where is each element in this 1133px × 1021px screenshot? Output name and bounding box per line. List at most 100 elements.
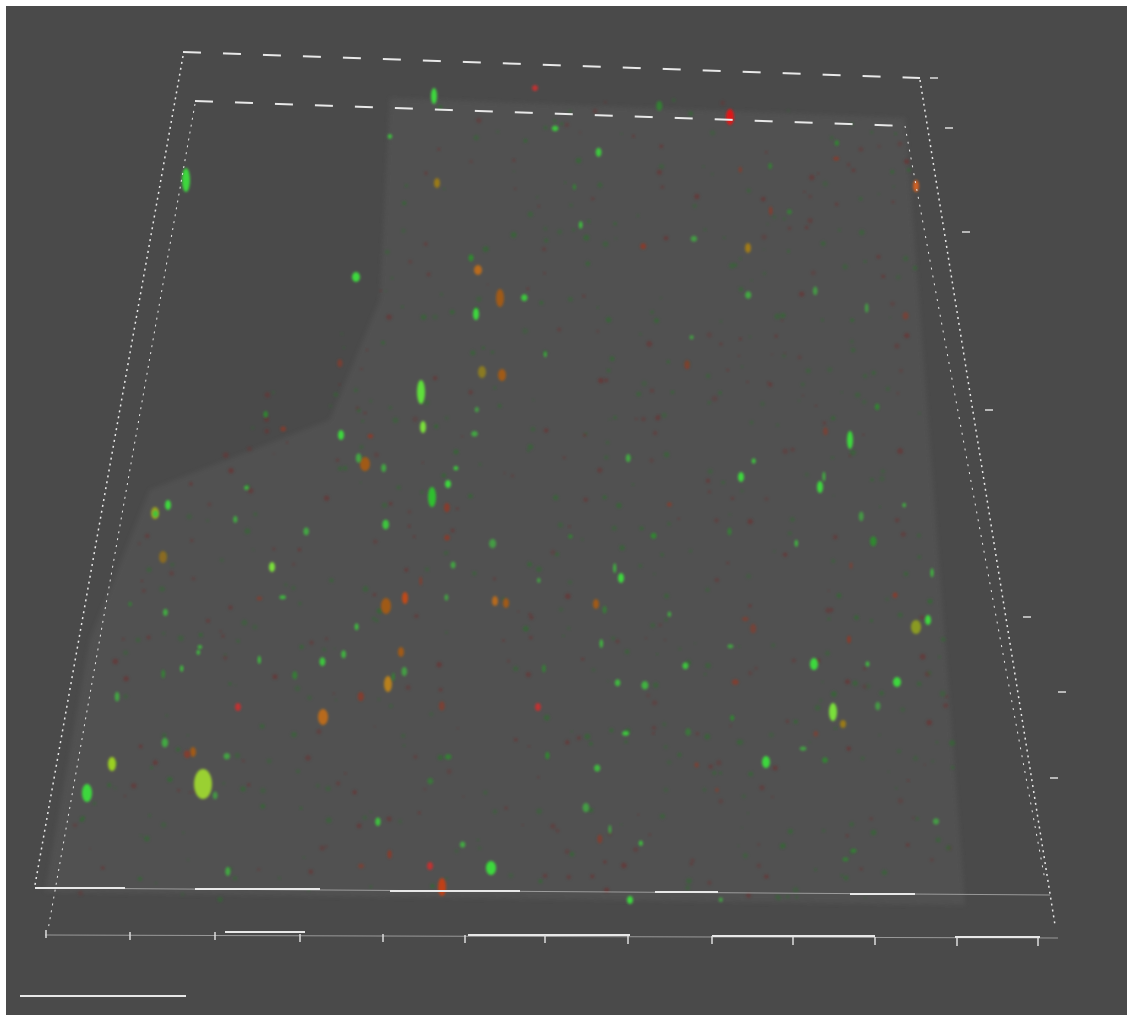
speckle-dot bbox=[882, 870, 887, 875]
speckle-dot bbox=[544, 715, 550, 721]
particle bbox=[82, 784, 92, 802]
speckle-dot bbox=[593, 109, 598, 114]
speckle-dot bbox=[472, 571, 476, 575]
particle bbox=[387, 850, 391, 859]
particle bbox=[656, 101, 662, 111]
speckle-dot bbox=[507, 660, 510, 663]
speckle-dot bbox=[112, 659, 118, 665]
speckle-dot bbox=[583, 295, 586, 298]
speckle-dot bbox=[773, 550, 775, 552]
speckle-dot bbox=[710, 130, 716, 136]
speckle-dot bbox=[764, 497, 768, 501]
speckle-dot bbox=[612, 526, 617, 531]
particle bbox=[537, 578, 540, 583]
speckle-dot bbox=[704, 673, 707, 676]
speckle-dot bbox=[827, 617, 830, 620]
speckle-dot bbox=[951, 766, 954, 769]
speckle-dot bbox=[831, 416, 835, 420]
speckle-dot bbox=[718, 799, 723, 804]
speckle-dot bbox=[536, 566, 542, 572]
particle bbox=[420, 421, 426, 433]
speckle-dot bbox=[704, 228, 707, 231]
speckle-dot bbox=[508, 873, 513, 878]
speckle-dot bbox=[550, 550, 555, 555]
speckle-dot bbox=[653, 682, 659, 688]
speckle-dot bbox=[694, 194, 699, 199]
particle bbox=[428, 487, 436, 507]
speckle-dot bbox=[556, 829, 560, 833]
particle bbox=[626, 454, 631, 462]
speckle-dot bbox=[360, 482, 362, 484]
speckle-dot bbox=[260, 788, 266, 794]
speckle-dot bbox=[851, 348, 856, 353]
speckle-dot bbox=[264, 417, 269, 422]
speckle-dot bbox=[257, 868, 260, 871]
particle bbox=[320, 657, 326, 666]
speckle-dot bbox=[765, 151, 768, 154]
particle bbox=[292, 671, 297, 679]
particle bbox=[684, 360, 690, 369]
particle bbox=[840, 720, 846, 728]
particle bbox=[454, 466, 459, 470]
particle bbox=[579, 221, 583, 229]
speckle-dot bbox=[124, 795, 126, 797]
speckle-dot bbox=[852, 681, 858, 687]
speckle-dot bbox=[592, 668, 596, 672]
speckle-dot bbox=[493, 809, 498, 814]
speckle-dot bbox=[878, 193, 880, 195]
speckle-dot bbox=[513, 666, 518, 671]
particle bbox=[337, 359, 342, 367]
speckle-dot bbox=[581, 658, 584, 661]
speckle-dot bbox=[870, 131, 873, 134]
speckle-dot bbox=[692, 204, 697, 209]
particle bbox=[471, 431, 478, 437]
speckle-dot bbox=[524, 139, 528, 143]
speckle-dot bbox=[825, 651, 830, 656]
speckle-dot bbox=[672, 98, 676, 102]
speckle-dot bbox=[624, 740, 627, 743]
speckle-dot bbox=[138, 542, 141, 545]
speckle-dot bbox=[218, 897, 223, 902]
speckle-dot bbox=[918, 555, 921, 558]
speckle-dot bbox=[917, 534, 921, 538]
speckle-dot bbox=[664, 745, 668, 749]
speckle-dot bbox=[568, 580, 572, 584]
speckle-dot bbox=[763, 248, 765, 250]
speckle-dot bbox=[889, 317, 891, 319]
speckle-dot bbox=[498, 404, 502, 408]
speckle-dot bbox=[319, 845, 325, 851]
speckle-dot bbox=[738, 739, 744, 745]
speckle-dot bbox=[904, 333, 909, 338]
speckle-dot bbox=[316, 729, 321, 734]
particle bbox=[163, 609, 168, 616]
speckle-dot bbox=[798, 400, 800, 402]
speckle-dot bbox=[182, 832, 184, 834]
particle bbox=[715, 788, 719, 792]
speckle-dot bbox=[233, 876, 238, 881]
speckle-dot bbox=[162, 733, 167, 738]
speckle-dot bbox=[300, 645, 304, 649]
speckle-dot bbox=[389, 704, 393, 708]
speckle-dot bbox=[223, 656, 228, 661]
speckle-dot bbox=[652, 732, 655, 735]
particle bbox=[726, 109, 734, 125]
speckle-dot bbox=[694, 642, 696, 644]
particle bbox=[498, 369, 506, 381]
speckle-dot bbox=[632, 483, 634, 485]
speckle-dot bbox=[579, 131, 582, 134]
speckle-dot bbox=[664, 788, 669, 793]
speckle-dot bbox=[766, 223, 769, 226]
speckle-dot bbox=[748, 772, 753, 777]
speckle-dot bbox=[709, 764, 714, 769]
particle bbox=[933, 818, 939, 824]
particle bbox=[503, 598, 509, 608]
speckle-dot bbox=[362, 815, 367, 820]
particle bbox=[438, 878, 446, 896]
speckle-dot bbox=[782, 354, 786, 358]
speckle-dot bbox=[808, 195, 812, 199]
speckle-dot bbox=[830, 136, 834, 140]
speckle-dot bbox=[590, 874, 594, 878]
speckle-dot bbox=[292, 563, 296, 567]
particle bbox=[622, 731, 629, 736]
speckle-dot bbox=[712, 771, 716, 775]
